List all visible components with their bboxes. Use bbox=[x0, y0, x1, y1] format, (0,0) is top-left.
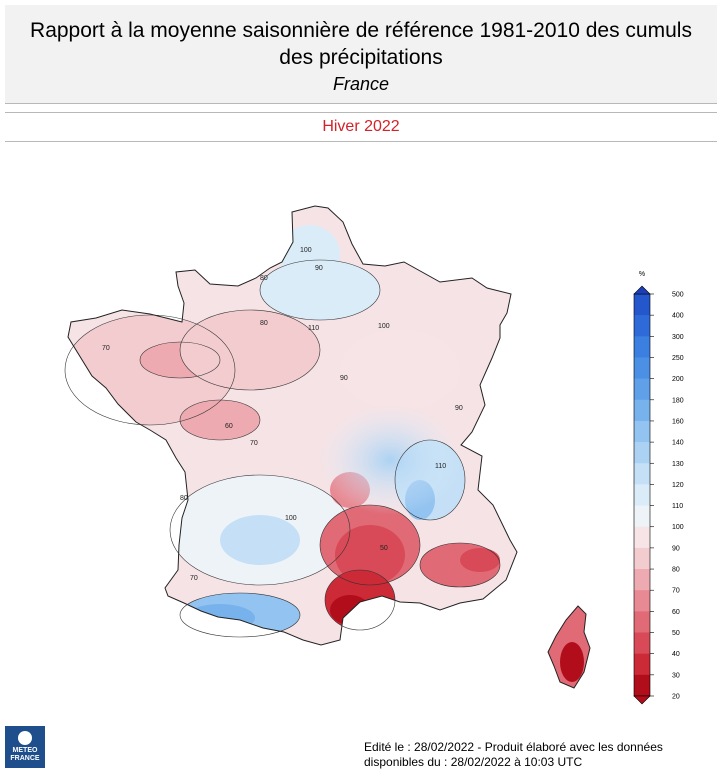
legend-tick-labels: 500 400 300 250 200 180 160 140 130 120 110 100 90 80… bbox=[650, 292, 684, 701]
legend-band bbox=[634, 294, 650, 316]
legend-tick-label: 300 bbox=[672, 334, 684, 341]
legend-tick-label: 40 bbox=[672, 651, 680, 658]
legend-tick-label: 50 bbox=[672, 630, 680, 637]
color-scale-legend: % 500 400 300 250 200 180 160 140 130 120 110 100 90… bbox=[633, 271, 684, 705]
legend-color-bands bbox=[633, 293, 651, 697]
legend-band bbox=[634, 378, 650, 401]
legend-band bbox=[634, 611, 650, 634]
legend-band bbox=[634, 442, 650, 464]
contour-label: 90 bbox=[315, 265, 323, 272]
contour-label: 50 bbox=[380, 545, 388, 552]
legend-tick-label: 130 bbox=[672, 461, 684, 468]
contour-label: 100 bbox=[378, 323, 390, 330]
region-subtitle: France bbox=[332, 74, 390, 94]
contour-label: 80 bbox=[260, 275, 268, 282]
contour-label: 100 bbox=[285, 515, 297, 522]
period-label: Hiver 2022 bbox=[322, 118, 400, 135]
footer-note: Edité le : 28/02/2022 - Produit élaboré … bbox=[364, 740, 714, 770]
legend-tick-label: 250 bbox=[672, 355, 684, 362]
contour-label: 110 bbox=[308, 325, 319, 332]
logo-line2: FRANCE bbox=[10, 755, 40, 762]
contour-label: 60 bbox=[225, 423, 233, 430]
legend-band bbox=[634, 632, 650, 655]
legend-tick-label: 180 bbox=[672, 397, 684, 404]
title-panel: Rapport à la moyenne saisonnière de réfé… bbox=[5, 5, 717, 104]
legend-tick-label: 20 bbox=[672, 694, 680, 701]
legend-band bbox=[634, 336, 650, 358]
map-title-line1: Rapport à la moyenne saisonnière de réfé… bbox=[30, 19, 692, 42]
legend-band bbox=[634, 653, 650, 676]
legend-band bbox=[634, 357, 650, 380]
legend-tick-label: 60 bbox=[672, 609, 680, 616]
logo-emblem-icon bbox=[18, 731, 32, 745]
legend-band bbox=[634, 420, 650, 443]
legend-top-arrow bbox=[633, 285, 651, 295]
logo-line1: METEO bbox=[12, 747, 38, 754]
legend-band bbox=[634, 569, 650, 591]
map-title-line2: des précipitations bbox=[279, 46, 443, 69]
legend-tick-label: 160 bbox=[672, 418, 684, 425]
legend-band bbox=[634, 505, 650, 528]
legend-tick-label: 120 bbox=[672, 482, 684, 489]
legend-band bbox=[634, 399, 650, 422]
legend-band bbox=[634, 484, 650, 507]
meteo-france-logo: METEO FRANCE bbox=[5, 726, 45, 768]
legend-band bbox=[634, 463, 650, 485]
legend-band bbox=[634, 674, 650, 697]
contour-label: 70 bbox=[102, 345, 110, 352]
legend-band bbox=[634, 315, 650, 337]
period-bottom-rule bbox=[5, 141, 717, 142]
data-availability: disponibles du : 28/02/2022 à 10:03 UTC bbox=[364, 755, 583, 769]
contour-label: 90 bbox=[455, 405, 463, 412]
isohyet-lines bbox=[64, 259, 501, 638]
contour-label: 110 bbox=[435, 463, 446, 470]
precipitation-map: 70 80 90 100 110 100 90 80 70 60 50 110 … bbox=[64, 205, 591, 689]
contour-label: 80 bbox=[180, 495, 188, 502]
legend-tick-label: 90 bbox=[672, 545, 680, 552]
legend-bottom-arrow bbox=[633, 695, 651, 705]
legend-tick-label: 200 bbox=[672, 376, 684, 383]
edition-date: Edité le : 28/02/2022 - Produit élaboré … bbox=[364, 740, 663, 754]
legend-tick-label: 500 bbox=[672, 292, 684, 299]
legend-unit: % bbox=[639, 271, 645, 278]
legend-band bbox=[634, 547, 650, 570]
contour-label: 70 bbox=[250, 440, 258, 447]
contour-label: 80 bbox=[260, 320, 268, 327]
period-top-rule bbox=[5, 112, 717, 113]
mainland-fill bbox=[68, 206, 517, 645]
legend-band bbox=[634, 526, 650, 549]
legend-tick-label: 100 bbox=[672, 524, 684, 531]
legend-tick-label: 30 bbox=[672, 672, 680, 679]
contour-label: 90 bbox=[340, 375, 348, 382]
contour-label: 100 bbox=[300, 247, 312, 254]
contour-labels: 70 80 90 100 110 100 90 80 70 60 50 110 … bbox=[102, 247, 463, 582]
legend-tick-label: 70 bbox=[672, 588, 680, 595]
legend-band bbox=[634, 590, 650, 612]
contour-label: 70 bbox=[190, 575, 198, 582]
legend-tick-label: 110 bbox=[672, 503, 683, 510]
legend-tick-label: 400 bbox=[672, 313, 684, 320]
legend-tick-label: 80 bbox=[672, 567, 680, 574]
legend-tick-label: 140 bbox=[672, 440, 684, 447]
